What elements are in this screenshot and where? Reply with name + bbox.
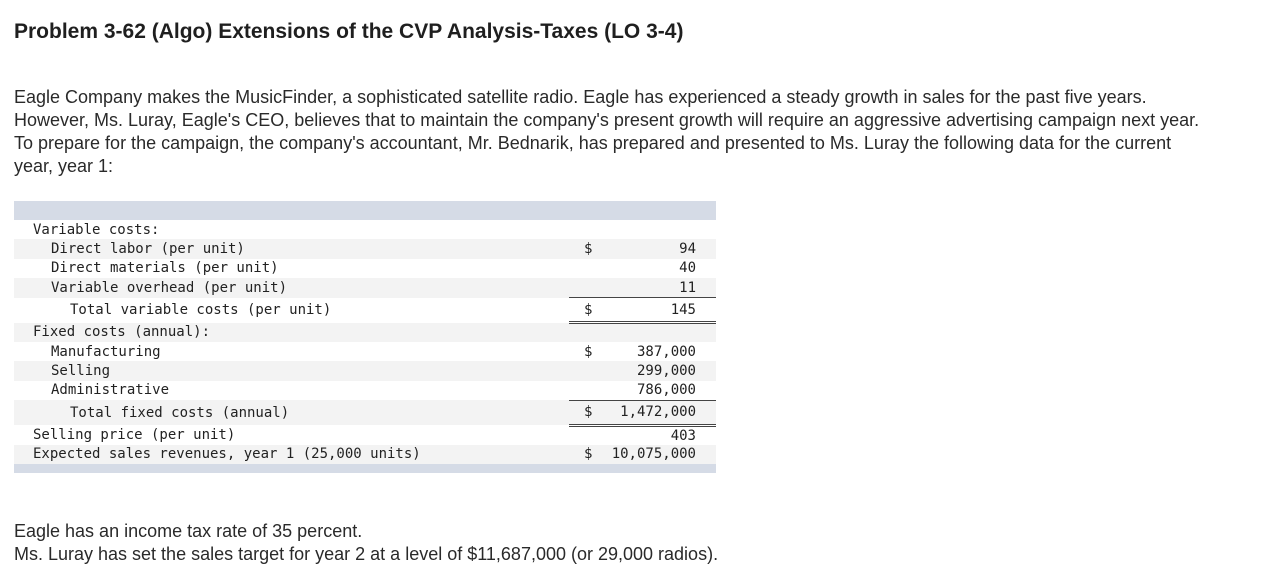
total-fixed-currency: $ [569,399,599,427]
table-row: Total fixed costs (annual) $ 1,472,000 [14,399,716,427]
direct-labor-value: 94 [599,239,716,259]
problem-notes: Eagle has an income tax rate of 35 perce… [14,520,718,566]
table-row: Administrative 786,000 [14,381,716,400]
direct-labor-currency: $ [569,239,599,259]
variable-costs-header: Variable costs: [33,221,160,238]
expected-sales-value: 10,075,000 [599,444,716,464]
sales-target-note: Ms. Luray has set the sales target for y… [14,544,719,564]
selling-label: Selling [14,361,569,381]
manufacturing-value: 387,000 [636,343,696,360]
table-row: Fixed costs (annual): [14,322,716,342]
tax-rate-note: Eagle has an income tax rate of 35 perce… [14,521,363,541]
selling-price-value: 403 [670,427,696,444]
table-row: Variable overhead (per unit) 11 [14,278,716,298]
table-row: Variable costs: [14,220,716,239]
variable-overhead-label: Variable overhead (per unit) [14,278,569,298]
direct-labor-label: Direct labor (per unit) [14,239,569,259]
administrative-value: 786,000 [636,382,696,399]
administrative-label: Administrative [51,382,170,399]
table-row: Direct labor (per unit) $ 94 [14,239,716,259]
total-fixed-label: Total fixed costs (annual) [14,400,569,426]
variable-overhead-value: 11 [599,278,716,298]
table-row: Selling price (per unit) 403 [14,425,716,444]
problem-intro: Eagle Company makes the MusicFinder, a s… [14,87,1200,176]
table-row: Selling 299,000 [14,361,716,381]
table-row: Manufacturing $ 387,000 [14,342,716,361]
table-row: Expected sales revenues, year 1 (25,000 … [14,444,716,464]
table-row: Direct materials (per unit) 40 [14,259,716,278]
expected-sales-currency: $ [569,444,599,464]
total-variable-label: Total variable costs (per unit) [70,302,332,319]
selling-price-label: Selling price (per unit) [33,426,236,443]
total-variable-value: 145 [599,297,716,325]
cost-data-table: Variable costs: Direct labor (per unit) … [14,201,716,473]
manufacturing-currency: $ [584,343,593,360]
direct-materials-label: Direct materials (per unit) [51,260,279,277]
table-footer-bar [14,463,716,473]
total-variable-currency: $ [569,297,599,325]
fixed-costs-header: Fixed costs (annual): [14,322,569,342]
expected-sales-label: Expected sales revenues, year 1 (25,000 … [14,444,569,464]
problem-title: Problem 3-62 (Algo) Extensions of the CV… [14,20,684,43]
total-fixed-value: 1,472,000 [599,399,716,427]
table-row: Total variable costs (per unit) $ 145 [14,297,716,325]
direct-materials-value: 40 [679,260,696,277]
table-header-bar [14,201,716,220]
selling-value: 299,000 [599,361,716,381]
manufacturing-label: Manufacturing [51,343,161,360]
